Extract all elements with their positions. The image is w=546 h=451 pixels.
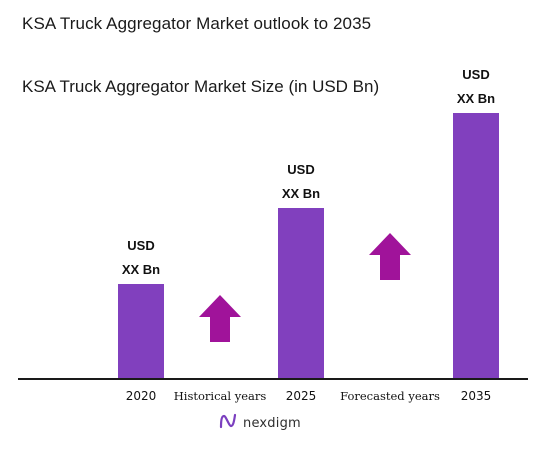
data-label-2020-line-2: XX Bn: [122, 262, 160, 277]
x-tick-labels-layer: 2020 2025 2035: [126, 389, 492, 403]
bar-2020: [118, 284, 164, 379]
chart-title: KSA Truck Aggregator Market Size (in USD…: [22, 77, 380, 96]
bar-2025: [278, 208, 324, 379]
annotation-label-2: Forecasted years: [340, 389, 440, 403]
data-label-2020-line-1: USD: [127, 238, 154, 253]
brand-logo: nexdigm: [218, 413, 301, 434]
page-title: KSA Truck Aggregator Market outlook to 2…: [22, 14, 372, 33]
value-labels-layer: USD XX Bn USD XX Bn USD XX Bn: [122, 67, 495, 277]
annotation-labels-layer: Historical years Forecasted years: [174, 389, 440, 403]
data-label-2025-line-1: USD: [287, 162, 314, 177]
up-arrow-icon-2: [369, 233, 411, 280]
x-tick-label-2020: 2020: [126, 389, 157, 403]
data-label-2035-line-1: USD: [462, 67, 489, 82]
data-label-2035-line-2: XX Bn: [457, 91, 495, 106]
up-arrow-icon-1: [199, 295, 241, 342]
data-label-2025-line-2: XX Bn: [282, 186, 320, 201]
nexdigm-n-icon: [218, 413, 238, 434]
arrows-layer: [199, 233, 411, 342]
x-tick-label-2025: 2025: [286, 389, 317, 403]
bars-layer: [118, 113, 499, 379]
x-tick-label-2035: 2035: [461, 389, 492, 403]
annotation-label-1: Historical years: [174, 389, 267, 403]
logo-text: nexdigm: [243, 416, 301, 431]
bar-2035: [453, 113, 499, 379]
